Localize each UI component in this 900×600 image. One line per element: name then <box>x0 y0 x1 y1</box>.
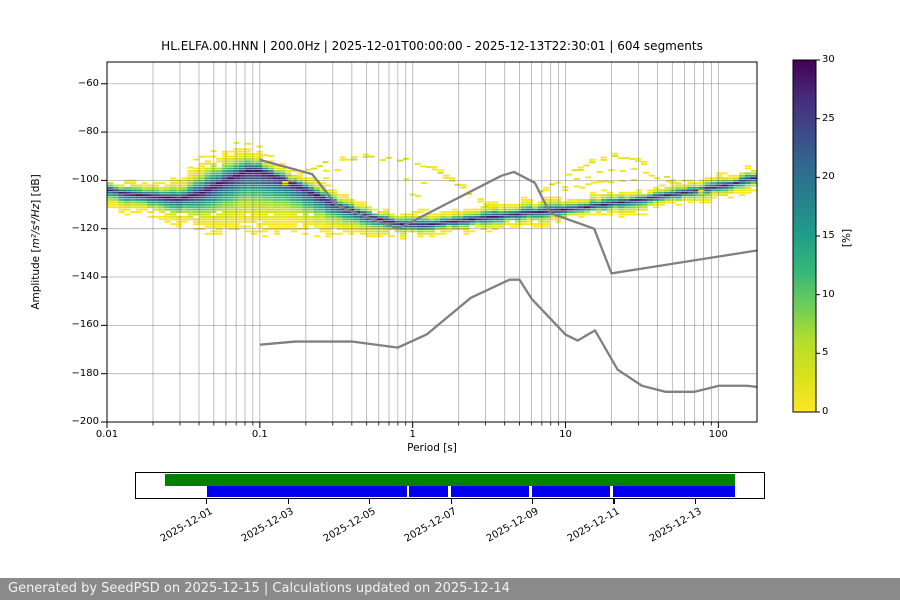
footer-text: Generated by SeedPSD on 2025-12-15 | Cal… <box>8 581 510 596</box>
x-tick-label: 0.01 <box>95 429 119 440</box>
y-tick-label: −140 <box>71 271 99 283</box>
colorbar-tick-label: 20 <box>822 171 835 183</box>
date-tick <box>613 499 615 504</box>
y-tick-label: −200 <box>71 416 99 427</box>
psd-coverage-blue-segment <box>450 485 530 497</box>
psd-coverage-blue-segment <box>612 485 735 497</box>
x-tick-label: 1 <box>409 429 416 440</box>
psd-coverage-blue-segment <box>531 485 611 497</box>
date-tick <box>206 499 208 504</box>
colorbar-tick-label: 10 <box>822 288 835 300</box>
y-tick-label: −160 <box>71 319 99 331</box>
date-tick <box>532 499 534 504</box>
y-tick-label: −180 <box>71 367 99 379</box>
y-axis-label: Amplitude [m²/s⁴/Hz] [dB] <box>30 174 42 310</box>
date-tick <box>695 499 697 504</box>
x-tick-label: 100 <box>708 429 728 440</box>
x-axis-label: Period [s] <box>407 442 457 454</box>
psd-coverage-blue-segment <box>206 485 407 497</box>
psd-coverage-blue-segment <box>409 485 448 497</box>
colorbar-tick-label: 30 <box>822 54 835 65</box>
date-tick <box>287 499 289 504</box>
coverage-green-bar <box>164 474 735 486</box>
date-tick <box>368 499 371 504</box>
date-tick <box>450 499 452 504</box>
colorbar-tick-label: 15 <box>822 230 835 241</box>
colorbar-label: [%] <box>841 228 853 248</box>
page-title: HL.ELFA.00.HNN | 200.0Hz | 2025-12-01T00… <box>161 39 703 53</box>
y-tick-label: −60 <box>77 77 99 89</box>
x-tick-label: 10 <box>559 429 572 440</box>
x-tick-label: 0.1 <box>251 429 268 440</box>
footer-bar: Generated by SeedPSD on 2025-12-15 | Cal… <box>0 578 900 600</box>
y-tick-label: −120 <box>71 222 99 234</box>
y-tick-label: −100 <box>71 174 99 186</box>
colorbar-tick-label: 5 <box>822 347 829 359</box>
coverage-timeline <box>135 472 765 499</box>
y-tick-label: −80 <box>77 126 99 138</box>
colorbar-tick-label: 0 <box>822 406 829 417</box>
colorbar-tick-label: 25 <box>822 112 835 124</box>
